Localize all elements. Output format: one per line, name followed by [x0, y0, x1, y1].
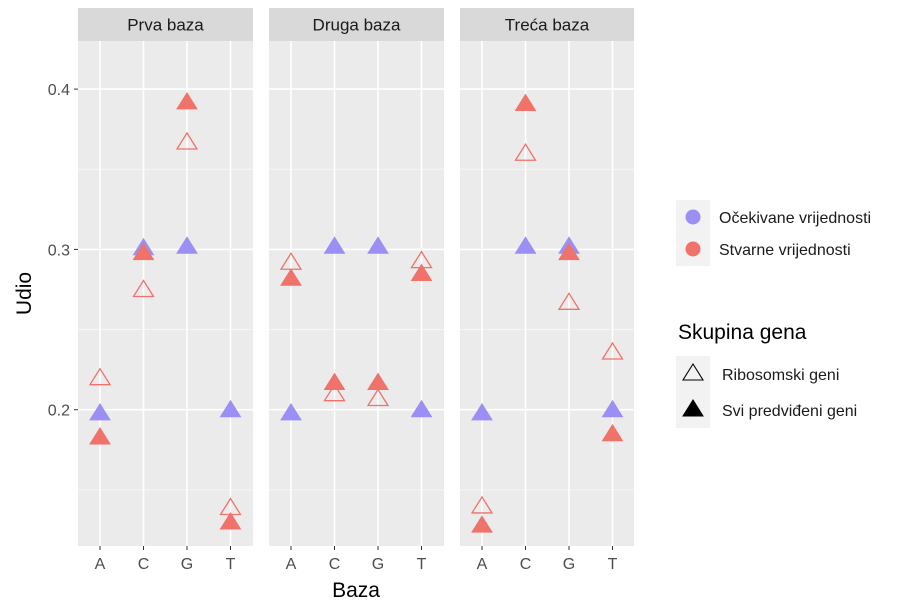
x-tick-label: A: [286, 556, 297, 573]
x-tick-label: T: [226, 556, 236, 573]
x-tick-label: T: [608, 556, 618, 573]
data-point: [410, 250, 433, 269]
data-point: [470, 495, 494, 514]
facet-strip: [78, 8, 253, 41]
data-point: [367, 236, 389, 254]
facet-panel: Druga baza A C G T: [269, 8, 444, 573]
x-tick-label: G: [372, 556, 384, 573]
data-point: [471, 515, 493, 533]
data-point: [280, 402, 302, 421]
data-point: [514, 93, 537, 112]
legend-color-key: [685, 241, 701, 257]
data-point: [219, 497, 242, 516]
y-axis: 0.2 0.3 0.4: [48, 82, 78, 420]
y-tick-label: 0.2: [48, 403, 70, 420]
data-point: [279, 252, 303, 270]
facet-panel: Treća baza A C G T: [460, 8, 634, 573]
data-point: [514, 142, 537, 161]
y-axis-title: Udio: [13, 272, 36, 315]
data-point: [558, 242, 580, 261]
x-tick-label: G: [181, 556, 193, 573]
panel-background: [78, 41, 253, 546]
legend-label: Svi predviđeni geni: [722, 403, 857, 420]
data-point: [366, 388, 390, 407]
data-point: [323, 383, 346, 402]
facet-label: Treća baza: [505, 16, 590, 35]
data-point: [557, 292, 581, 310]
data-point: [280, 268, 302, 286]
legend-key-background: [676, 356, 710, 428]
legend-color-key: [685, 209, 701, 225]
data-point: [514, 236, 537, 254]
y-tick-label: 0.3: [48, 242, 70, 259]
panels: Prva baza A C G T Druga baza A C G T Treća baza A C G…: [78, 8, 634, 573]
facet-panel: Prva baza A C G T: [78, 8, 253, 573]
data-point: [176, 91, 198, 110]
data-point: [471, 402, 493, 421]
x-tick-label: A: [477, 556, 488, 573]
legend-label: Stvarne vrijednosti: [719, 242, 851, 259]
legend-shape-key: [682, 362, 704, 381]
facet-strip: [269, 8, 444, 41]
data-point: [601, 423, 624, 442]
x-tick-label: C: [329, 556, 341, 573]
legend-title: Skupina gena: [678, 321, 807, 344]
panel-background: [460, 41, 634, 546]
legend-label: Očekivane vrijednosti: [719, 210, 871, 227]
data-point: [132, 279, 155, 298]
x-tick-label: C: [520, 556, 532, 573]
data-points: [88, 91, 624, 533]
data-point: [323, 372, 346, 390]
data-point: [89, 402, 111, 421]
data-point: [176, 236, 198, 254]
data-point: [219, 512, 242, 530]
x-axis-title: Baza: [332, 579, 380, 602]
x-tick-label: T: [417, 556, 427, 573]
facet-label: Prva baza: [127, 16, 204, 35]
legend-label: Ribosomski geni: [722, 367, 839, 384]
data-point: [175, 131, 199, 150]
data-point: [410, 399, 433, 418]
data-point: [410, 263, 433, 281]
x-tick-label: A: [95, 556, 106, 573]
data-point: [88, 367, 112, 386]
data-point: [132, 242, 155, 261]
x-tick-label: C: [138, 556, 150, 573]
facet-label: Druga baza: [313, 16, 401, 35]
data-point: [323, 236, 346, 254]
facet-strip: [460, 8, 634, 41]
data-point: [89, 427, 111, 445]
y-tick-label: 0.4: [48, 82, 70, 99]
legend-shape-key: [682, 399, 704, 417]
x-tick-label: G: [563, 556, 575, 573]
data-point: [601, 399, 624, 418]
panel-background: [269, 41, 444, 546]
legend: Očekivane vrijednosti Stvarne vrijednosti…: [676, 200, 871, 428]
data-point: [219, 399, 242, 418]
data-point: [601, 341, 624, 360]
